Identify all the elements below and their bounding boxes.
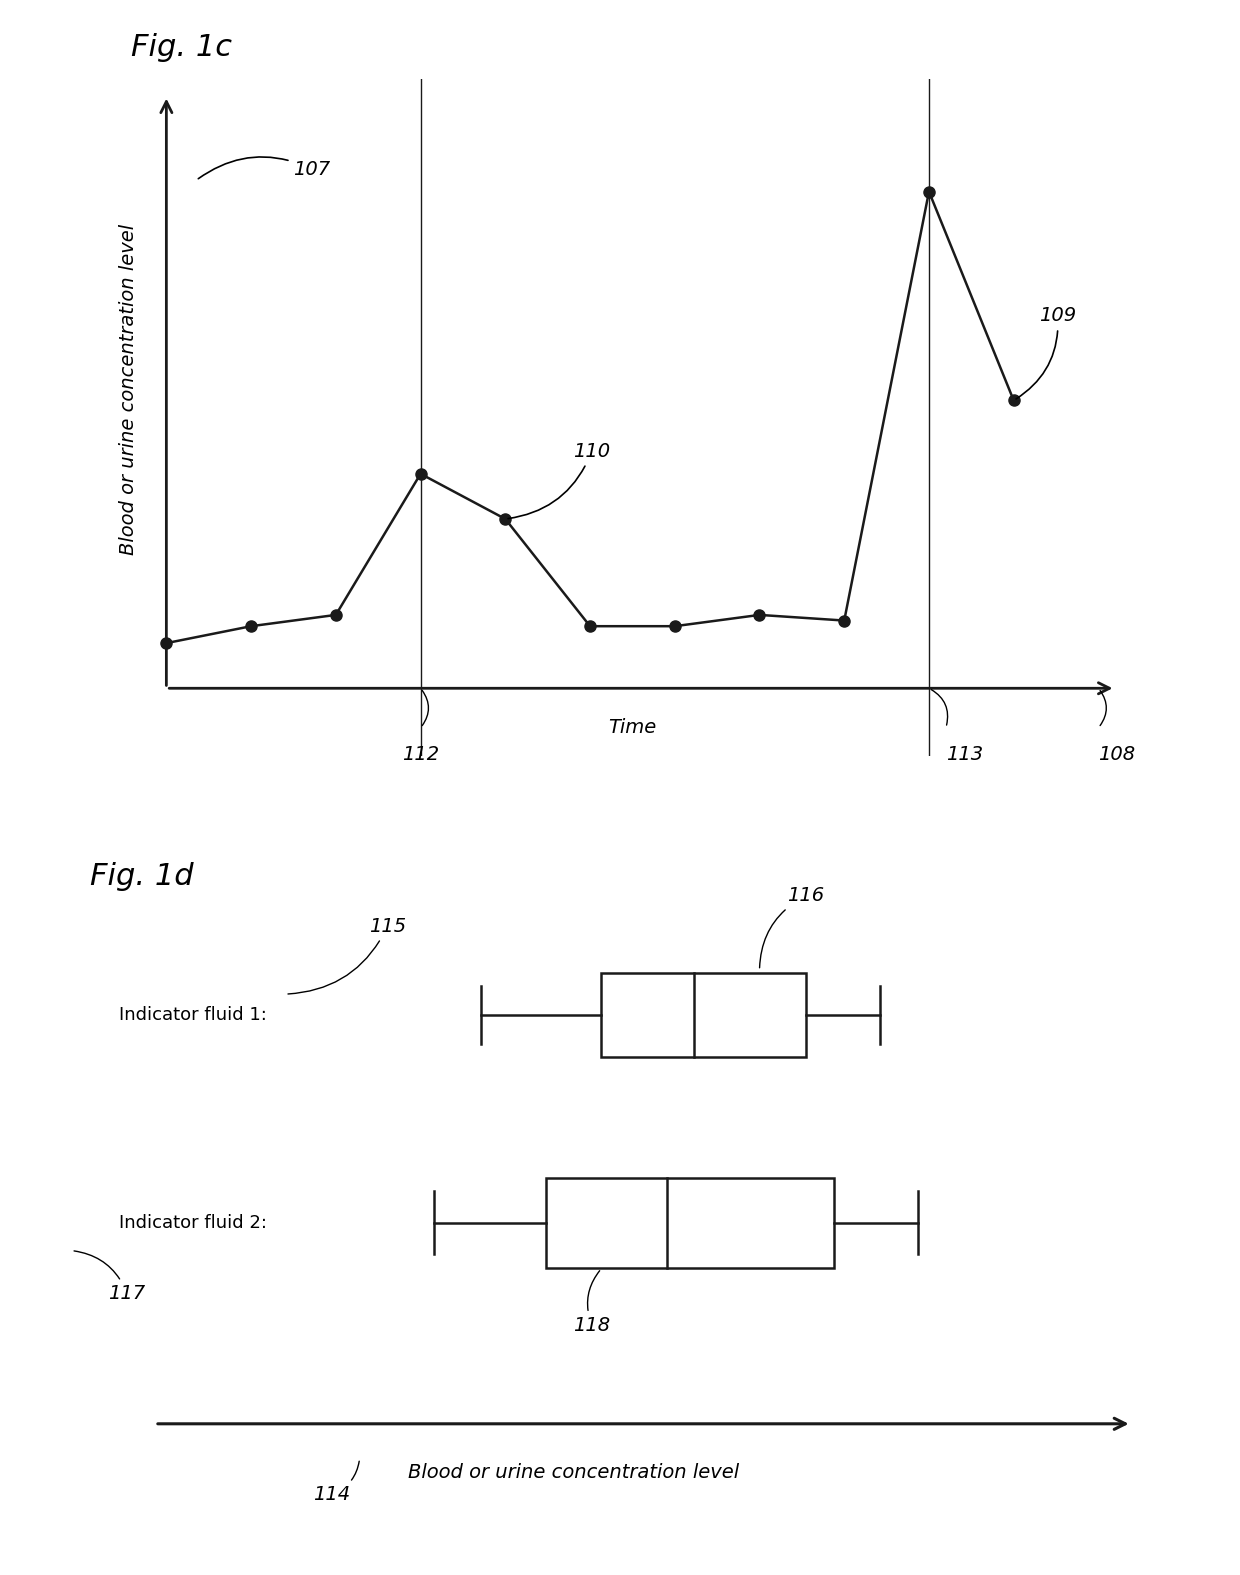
Text: 116: 116 xyxy=(760,887,825,967)
Text: 118: 118 xyxy=(573,1271,610,1336)
Text: 113: 113 xyxy=(946,745,983,764)
Text: Indicator fluid 1:: Indicator fluid 1: xyxy=(119,1006,267,1024)
Text: Time: Time xyxy=(609,718,656,737)
Text: Blood or urine concentration level: Blood or urine concentration level xyxy=(119,224,138,554)
Text: 115: 115 xyxy=(288,917,405,994)
Text: Fig. 1c: Fig. 1c xyxy=(130,33,232,61)
Text: 117: 117 xyxy=(74,1251,145,1303)
Text: 107: 107 xyxy=(198,158,331,178)
Text: Indicator fluid 2:: Indicator fluid 2: xyxy=(119,1214,267,1232)
Bar xyxy=(601,973,806,1057)
Text: 109: 109 xyxy=(1016,307,1076,398)
Text: 112: 112 xyxy=(402,745,439,764)
Text: 114: 114 xyxy=(312,1462,360,1504)
Text: Blood or urine concentration level: Blood or urine concentration level xyxy=(408,1463,739,1482)
Text: 110: 110 xyxy=(508,443,610,518)
Bar xyxy=(546,1178,835,1268)
Text: Fig. 1d: Fig. 1d xyxy=(91,863,193,891)
Text: 108: 108 xyxy=(1099,745,1136,764)
